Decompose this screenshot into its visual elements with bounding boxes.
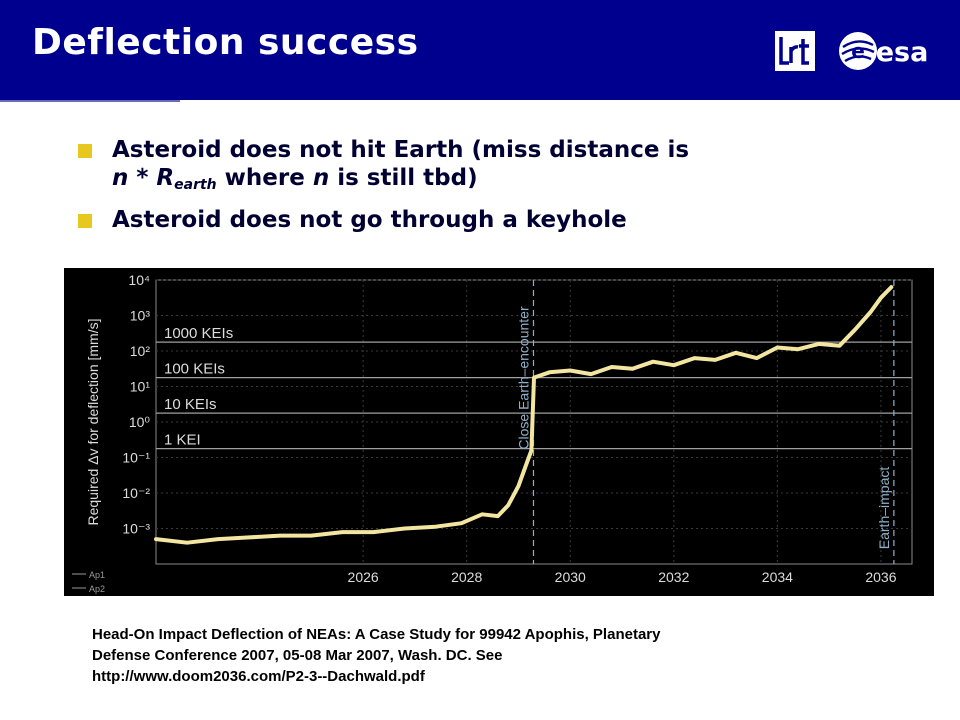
esa-logo: e esa (836, 28, 946, 74)
series-line-ap1 (154, 285, 894, 545)
y-tick-label: 10¹ (130, 379, 151, 395)
kei-reference-label: 1000 KEIs (164, 325, 233, 342)
y-tick-label: 10⁰ (129, 414, 151, 430)
bullet-square-icon (78, 214, 92, 228)
bullet-sub-earth: earth (174, 177, 217, 193)
bullet-where: where (216, 165, 313, 191)
bullet-op: * (128, 165, 157, 191)
citation: Head-On Impact Deflection of NEAs: A Cas… (92, 624, 872, 687)
kei-reference-label: 10 KEIs (164, 396, 217, 413)
y-tick-label: 10³ (130, 308, 151, 324)
bullet-rest: is still tbd) (329, 165, 478, 191)
bullet-var-n2: n (312, 165, 330, 191)
kei-reference-label: 100 KEIs (164, 361, 225, 378)
x-tick-label: 2036 (865, 569, 896, 585)
bullet-var-r: R (156, 165, 175, 191)
esa-globe-icon: e esa (839, 32, 929, 70)
bullet-var-n: n (112, 165, 129, 191)
x-tick-label: 2030 (555, 569, 586, 585)
legend-label: Ap2 (89, 584, 105, 594)
svg-text:e: e (851, 39, 865, 63)
esa-logo-text: esa (876, 37, 929, 68)
kei-reference-label: 1 KEI (164, 432, 201, 449)
citation-line2: Defense Conference 2007, 05-08 Mar 2007,… (92, 647, 503, 664)
bullet-square-icon (78, 144, 92, 158)
y-tick-label: 10² (130, 343, 151, 359)
deflection-chart-svg: 10⁻³ 10⁻² 10⁻¹ 10⁰ 10¹ 10² 10³ 10⁴ 2026 2028 2030 2… (72, 272, 913, 594)
x-tick-label: 2032 (658, 569, 689, 585)
legend-label: Ap1 (89, 570, 105, 580)
citation-url: http://www.doom2036.com/P2-3--Dachwald.p… (92, 668, 425, 685)
y-tick-label: 10⁻² (122, 485, 150, 501)
deflection-chart: 10⁻³ 10⁻² 10⁻¹ 10⁰ 10¹ 10² 10³ 10⁴ 2026 2028 2030 2… (64, 268, 934, 596)
y-tick-label: 10⁴ (128, 272, 150, 288)
x-tick-label: 2026 (348, 569, 379, 585)
lrt-logo-icon (779, 37, 809, 65)
bullet-item-miss-distance: Asteroid does not hit Earth (miss distan… (78, 136, 818, 192)
bullet-text-keyhole: Asteroid does not go through a keyhole (112, 207, 627, 233)
x-tick-label: 2034 (762, 569, 793, 585)
lrt-logo (774, 30, 816, 72)
bullet-list: Asteroid does not hit Earth (miss distan… (78, 136, 818, 248)
event-marker-label: Earth–impact (876, 467, 892, 550)
y-tick-label: 10⁻³ (122, 521, 150, 537)
slide-header: Deflection success e esa (0, 0, 960, 100)
citation-line1: Head-On Impact Deflection of NEAs: A Cas… (92, 626, 661, 643)
event-marker-label: Close Earth–encounter (515, 306, 531, 450)
header-underline (0, 100, 180, 102)
bullet-item-keyhole: Asteroid does not go through a keyhole (78, 206, 818, 234)
y-tick-label: 10⁻¹ (122, 450, 150, 466)
y-axis-label: Required Δv for deflection [mm/s] (85, 319, 101, 526)
slide-title: Deflection success (32, 22, 419, 63)
x-tick-label: 2028 (451, 569, 482, 585)
bullet-text-line1: Asteroid does not hit Earth (miss distan… (112, 137, 690, 163)
